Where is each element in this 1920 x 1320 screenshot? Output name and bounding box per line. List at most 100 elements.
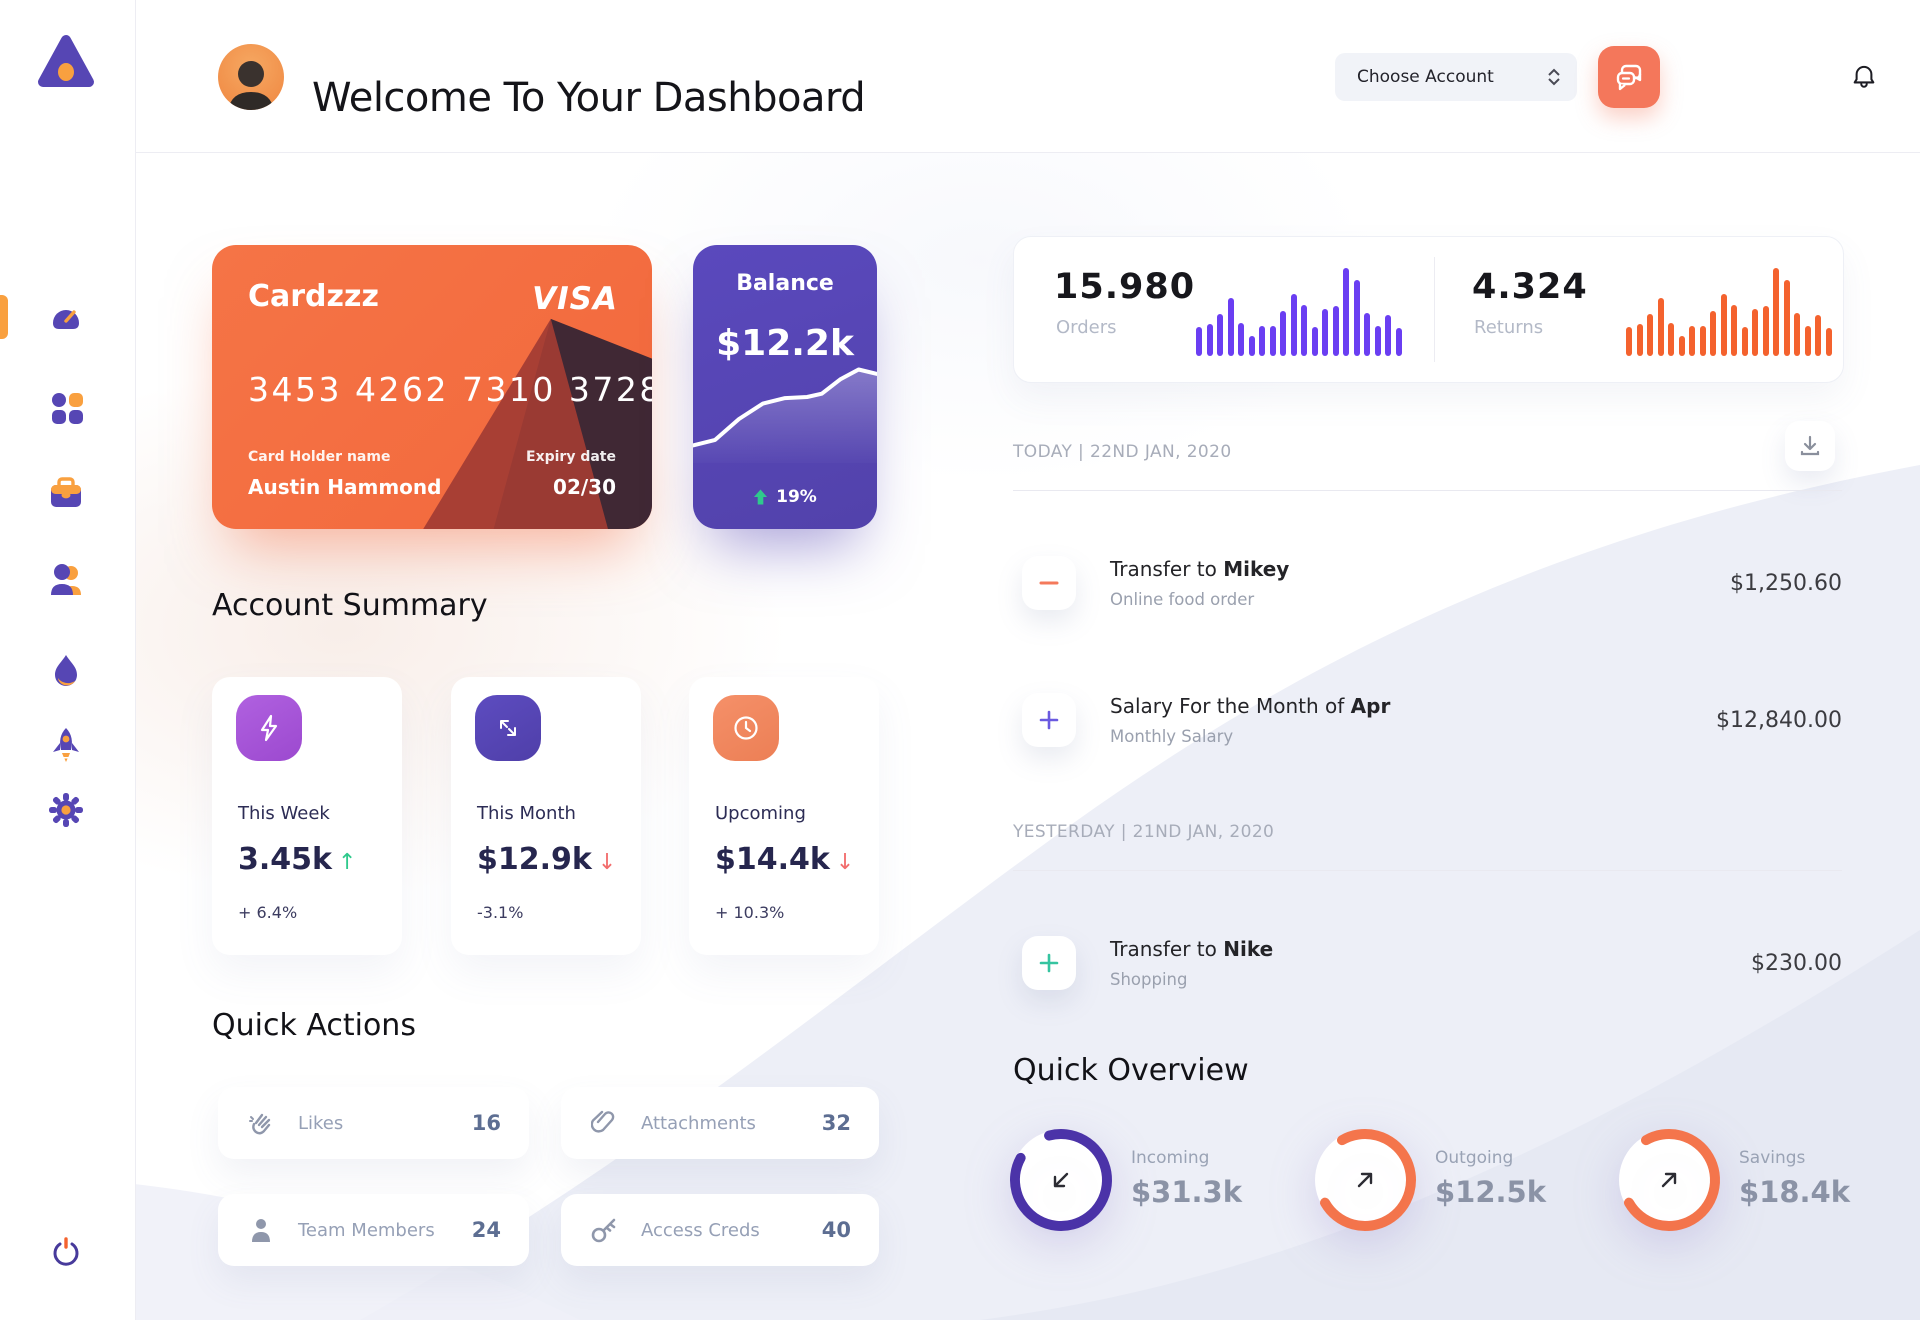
overview-value: $18.4k: [1739, 1175, 1851, 1209]
paperclip-icon: [589, 1109, 619, 1137]
card-holder-label: Card Holder name: [248, 449, 391, 465]
dashboard-icon: [53, 310, 79, 329]
summary-card-this-month: This Month $12.9k ↓ -3.1%: [451, 677, 641, 955]
quick-action-label: Access Creds: [641, 1219, 760, 1241]
card-holder-name: Austin Hammond: [248, 475, 442, 499]
arrow-up-icon: [754, 489, 768, 505]
summary-card-upcoming: Upcoming $14.4k ↓ + 10.3%: [689, 677, 879, 955]
power-icon: [53, 1237, 79, 1266]
transaction-row-mikey[interactable]: Transfer to Mikey Online food order $1,2…: [1022, 548, 1842, 618]
bolt-icon: [236, 695, 302, 761]
transaction-amount: $1,250.60: [1730, 570, 1842, 596]
sidebar-item-apps[interactable]: [44, 385, 88, 429]
returns-value: 4.324: [1472, 267, 1588, 307]
summary-delta: + 10.3%: [715, 903, 785, 922]
balance-card: Balance $12.2k 19%: [693, 245, 877, 529]
quick-action-label: Attachments: [641, 1112, 756, 1134]
returns-label: Returns: [1474, 317, 1544, 338]
overview-value: $12.5k: [1435, 1175, 1547, 1209]
briefcase-icon: [51, 477, 81, 507]
transaction-subtitle: Monthly Salary: [1110, 727, 1234, 746]
topbar: Welcome To Your Dashboard Choose Account: [136, 0, 1920, 153]
overview-outgoing: Outgoing $12.5k: [1313, 1128, 1603, 1232]
quick-action-count: 16: [471, 1111, 501, 1135]
logout-button[interactable]: [46, 1232, 86, 1272]
notifications-button[interactable]: [1844, 57, 1884, 97]
overview-label: Outgoing: [1435, 1148, 1514, 1168]
sidebar-item-dashboard[interactable]: [44, 295, 88, 339]
transactions-group-header: YESTERDAY | 21ND JAN, 2020: [1013, 822, 1275, 842]
transaction-row-nike[interactable]: Transfer to Nike Shopping $230.00: [1022, 928, 1842, 998]
credit-card: Cardzzz VISA 3453 4262 7310 3728 Card Ho…: [212, 245, 652, 529]
quick-action-team-members[interactable]: Team Members 24: [218, 1194, 529, 1266]
sidebar-item-team[interactable]: [44, 558, 88, 602]
arrow-down-icon: ↓: [597, 850, 617, 875]
sidebar-item-settings[interactable]: [44, 788, 88, 832]
sidebar-item-activity[interactable]: [44, 648, 88, 692]
arrow-up-right-icon: [1617, 1128, 1721, 1232]
arrow-down-left-icon: [1009, 1128, 1113, 1232]
plus-icon: [1022, 693, 1076, 747]
overview-savings: Savings $18.4k: [1617, 1128, 1907, 1232]
overview-incoming: Incoming $31.3k: [1009, 1128, 1299, 1232]
card-name: Cardzzz: [248, 279, 379, 314]
arrow-up-right-icon: [1313, 1128, 1417, 1232]
transaction-title: Salary For the Month of Apr: [1110, 694, 1391, 718]
page-title: Welcome To Your Dashboard: [312, 74, 866, 121]
summary-card-this-week: This Week 3.45k ↑ + 6.4%: [212, 677, 402, 955]
user-avatar[interactable]: [218, 44, 284, 110]
account-select-label: Choose Account: [1357, 67, 1494, 87]
transaction-subtitle: Shopping: [1110, 970, 1188, 989]
summary-label: This Week: [238, 803, 330, 824]
grid-icon: [52, 393, 83, 424]
balance-trend-chart: [693, 367, 877, 463]
transaction-title: Transfer to Mikey: [1110, 557, 1290, 581]
flame-icon: [55, 655, 77, 686]
quick-action-likes[interactable]: Likes 16: [218, 1087, 529, 1159]
quick-action-access-creds[interactable]: Access Creds 40: [561, 1194, 879, 1266]
summary-value: $12.9k ↓: [477, 842, 617, 877]
summary-value: $14.4k ↓: [715, 842, 855, 877]
stats-divider: [1434, 257, 1435, 362]
summary-delta: -3.1%: [477, 903, 524, 922]
users-icon: [51, 564, 81, 595]
download-button[interactable]: [1785, 421, 1835, 471]
sidebar: [0, 0, 136, 1320]
active-nav-indicator: [0, 295, 8, 339]
transactions-group-header: TODAY | 22ND JAN, 2020: [1013, 442, 1232, 462]
clock-icon: [713, 695, 779, 761]
summary-delta: + 6.4%: [238, 903, 298, 922]
avatar-silhouette: [228, 61, 274, 110]
member-icon: [246, 1216, 276, 1244]
expiry-value: 02/30: [553, 475, 616, 499]
balance-change: 19%: [693, 487, 877, 507]
app-logo[interactable]: [34, 30, 98, 94]
quick-action-count: 32: [821, 1111, 851, 1135]
orders-bar-chart: [1196, 264, 1402, 356]
minus-icon: [1022, 556, 1076, 610]
visa-logo: VISA: [532, 281, 618, 317]
balance-value: $12.2k: [716, 323, 854, 364]
quick-action-attachments[interactable]: Attachments 32: [561, 1087, 879, 1159]
transaction-amount: $12,840.00: [1716, 707, 1842, 733]
transaction-subtitle: Online food order: [1110, 590, 1255, 609]
orders-label: Orders: [1056, 317, 1117, 338]
outgoing-ring-chart: [1313, 1128, 1417, 1232]
transaction-amount: $230.00: [1751, 950, 1842, 976]
gear-icon: [49, 793, 83, 827]
activity-stats-card: 15.980 Orders 4.324 Returns: [1013, 236, 1844, 383]
transaction-title: Transfer to Nike: [1110, 937, 1274, 961]
account-select[interactable]: Choose Account: [1335, 53, 1577, 101]
arrows-icon: [475, 695, 541, 761]
overview-label: Incoming: [1131, 1148, 1210, 1168]
arrow-down-icon: ↓: [835, 850, 855, 875]
orders-value: 15.980: [1054, 267, 1196, 307]
quick-overview-heading: Quick Overview: [1013, 1053, 1249, 1088]
transaction-row-salary[interactable]: Salary For the Month of Apr Monthly Sala…: [1022, 685, 1842, 755]
balance-title: Balance: [736, 271, 834, 296]
download-icon: [1800, 435, 1820, 456]
key-icon: [589, 1216, 619, 1244]
sidebar-item-boost[interactable]: [44, 722, 88, 766]
messages-button[interactable]: [1598, 46, 1660, 108]
sidebar-item-work[interactable]: [44, 471, 88, 515]
